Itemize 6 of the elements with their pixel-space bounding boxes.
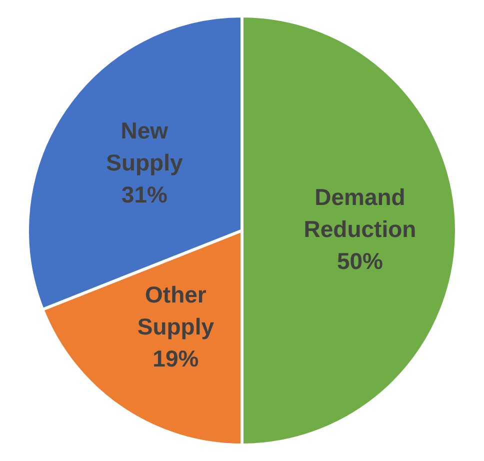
slice-label: Demand Reduction — [304, 184, 416, 242]
data-label: 19% — [152, 345, 199, 372]
data-label: 50% — [336, 248, 383, 274]
slice-label: Other Supply — [137, 281, 214, 340]
data-label: 31% — [121, 182, 168, 208]
slice-label: New Supply — [106, 118, 183, 176]
